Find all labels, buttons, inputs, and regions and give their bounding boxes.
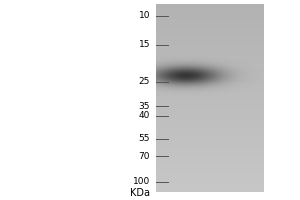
Text: 55: 55 (139, 134, 150, 143)
Text: 15: 15 (139, 40, 150, 49)
Text: 100: 100 (133, 177, 150, 186)
Text: 35: 35 (139, 102, 150, 111)
Text: 70: 70 (139, 152, 150, 161)
Text: 25: 25 (139, 77, 150, 86)
Text: KDa: KDa (130, 188, 150, 198)
Text: 40: 40 (139, 111, 150, 120)
Text: 10: 10 (139, 11, 150, 20)
